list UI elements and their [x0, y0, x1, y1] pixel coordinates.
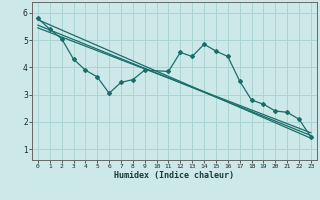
X-axis label: Humidex (Indice chaleur): Humidex (Indice chaleur)	[115, 171, 234, 180]
